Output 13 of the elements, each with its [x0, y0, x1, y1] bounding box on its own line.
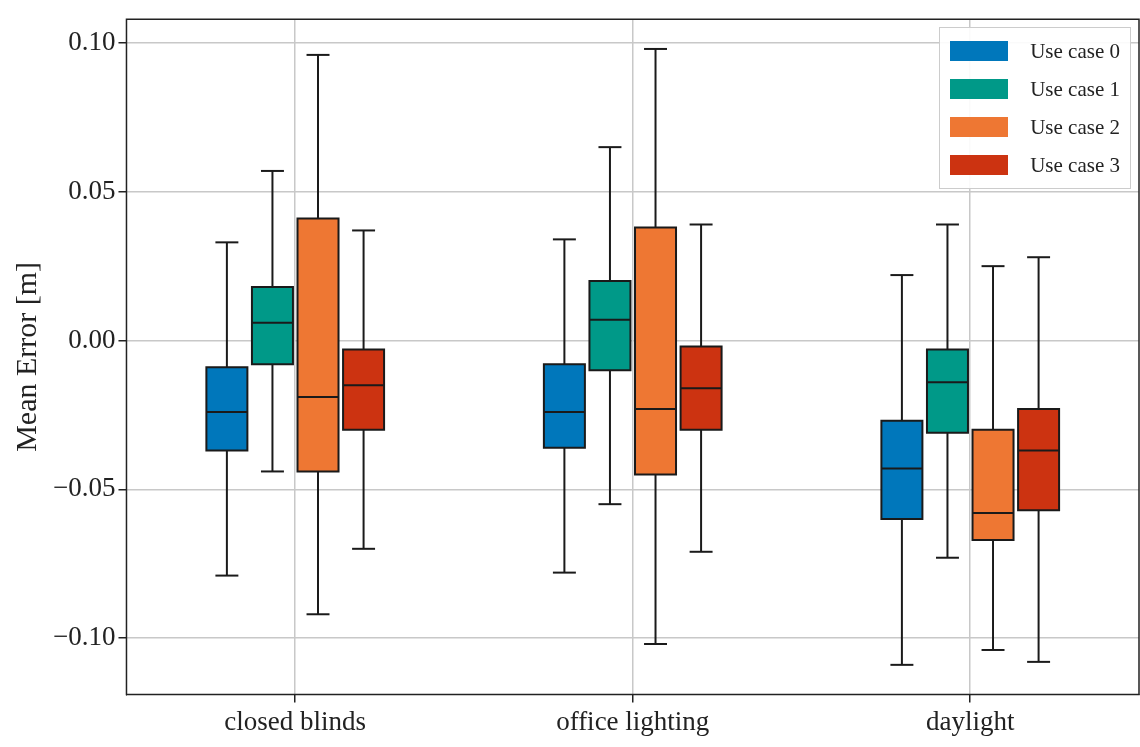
legend-label: Use case 0 [1030, 38, 1120, 64]
y-tick-label: −0.05 [52, 472, 116, 503]
y-tick-label: 0.10 [68, 26, 116, 57]
y-tick-label: 0.05 [68, 174, 116, 205]
x-tick-label: office lighting [556, 705, 710, 736]
legend-label: Use case 2 [1030, 114, 1120, 140]
x-tick-label: daylight [926, 705, 1015, 736]
y-axis-title: Mean Error [m] [8, 261, 42, 452]
legend-label: Use case 1 [1030, 76, 1120, 102]
y-tick-label: −0.10 [52, 621, 116, 652]
legend-label: Use case 3 [1030, 152, 1120, 178]
x-tick-label: closed blinds [224, 705, 367, 736]
y-tick-label: 0.00 [68, 323, 116, 354]
